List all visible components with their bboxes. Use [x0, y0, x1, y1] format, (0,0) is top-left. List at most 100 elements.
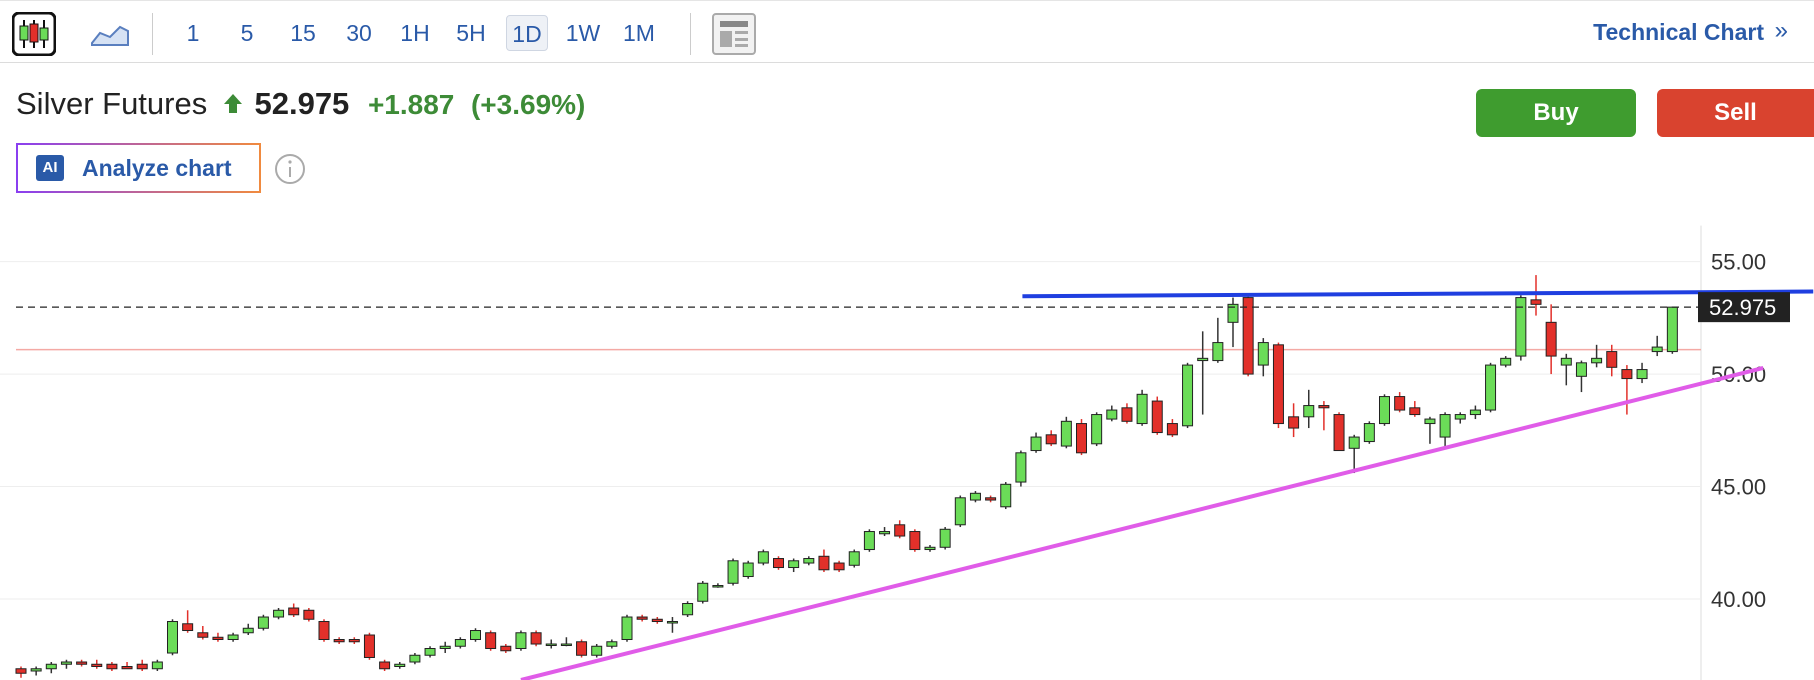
- candle-body: [636, 616, 648, 620]
- candle-body: [182, 623, 194, 632]
- candle-body: [1500, 357, 1512, 366]
- candle-body: [1636, 369, 1648, 380]
- candle-body: [1333, 414, 1345, 452]
- candles-icon[interactable]: [12, 12, 56, 56]
- candle-body: [545, 643, 557, 647]
- candle-body: [894, 524, 906, 537]
- candle-body: [136, 663, 148, 670]
- candle-body: [818, 555, 830, 571]
- candle-body: [15, 668, 27, 674]
- last-price-label: 52.975: [1709, 295, 1776, 320]
- candle-body: [1045, 434, 1057, 445]
- candle-body: [530, 632, 542, 645]
- candle-body: [621, 616, 633, 641]
- candle-body: [788, 560, 800, 569]
- candle-body: [1515, 297, 1527, 357]
- candle-body: [969, 492, 981, 501]
- candle-body: [106, 663, 118, 670]
- candle-body: [1212, 342, 1224, 362]
- candle-body: [454, 639, 466, 647]
- separator: [152, 13, 153, 55]
- price: 52.975: [254, 86, 350, 121]
- interval-button[interactable]: 1M: [623, 20, 655, 46]
- change-percent: (+3.69%): [470, 89, 586, 120]
- candle-body: [1409, 407, 1421, 416]
- candle-body: [773, 558, 784, 569]
- interval-button[interactable]: 5H: [456, 20, 486, 46]
- candle-body: [1560, 357, 1572, 366]
- interval-button[interactable]: 15: [290, 20, 316, 46]
- technical-chart-link[interactable]: Technical Chart: [1593, 19, 1764, 45]
- candle-body: [591, 645, 603, 656]
- last-price-badge: [1698, 292, 1790, 323]
- candle-body: [515, 632, 527, 650]
- candle-body: [1121, 407, 1133, 422]
- candle-body: [1363, 423, 1375, 443]
- candle-body: [651, 618, 663, 623]
- candle-body: [1424, 418, 1436, 425]
- interval-button[interactable]: 1D: [506, 15, 548, 51]
- candle-body: [1182, 364, 1194, 427]
- buy-button[interactable]: Buy: [1476, 89, 1636, 137]
- candle-body: [1257, 342, 1269, 366]
- candle-body: [363, 634, 375, 659]
- candle-body: [197, 632, 209, 638]
- candle-body: [91, 663, 103, 668]
- interval-button[interactable]: 1H: [400, 20, 430, 46]
- interval-button[interactable]: 5: [240, 20, 254, 46]
- candle-body: [1166, 423, 1178, 436]
- candle-body: [1575, 362, 1587, 377]
- candle-body: [1272, 344, 1284, 425]
- interval-button[interactable]: 30: [346, 20, 372, 46]
- candle-body: [939, 528, 951, 548]
- candle-body: [439, 645, 451, 650]
- candle-body: [409, 654, 421, 663]
- candle-body: [1621, 369, 1633, 380]
- separator: [690, 13, 691, 55]
- candle-body: [257, 616, 269, 629]
- toolbar: Technical Chart » 1 5 15 30 1H 5H 1D 1W 1M: [0, 0, 1814, 63]
- y-tick-label: 40.00: [1711, 587, 1766, 612]
- candle-body: [1439, 414, 1451, 438]
- candle-body: [348, 639, 360, 643]
- layout-icon[interactable]: [712, 13, 756, 55]
- candle-body: [924, 546, 936, 551]
- candle-body: [318, 621, 330, 641]
- interval-button[interactable]: 1: [186, 20, 200, 46]
- up-arrow: [223, 94, 242, 113]
- trendline: [1022, 289, 1814, 299]
- y-tick-label: 55.00: [1711, 250, 1766, 275]
- candle-body: [76, 661, 88, 665]
- candle-body: [1394, 396, 1406, 411]
- candle-body: [1000, 483, 1012, 508]
- link-icon[interactable]: »: [1774, 17, 1788, 44]
- candle-body: [227, 634, 239, 641]
- candle-body: [1469, 409, 1481, 416]
- trendline: [520, 366, 1764, 680]
- candle-body: [1288, 416, 1300, 429]
- sell-button[interactable]: Sell: [1657, 89, 1814, 137]
- candle-body: [954, 497, 966, 526]
- candle-body: [909, 531, 921, 551]
- candle-body: [1606, 351, 1618, 368]
- candle-body: [424, 648, 436, 656]
- candle-body: [273, 609, 285, 618]
- candle-body: [1197, 357, 1209, 362]
- candle-body: [1136, 393, 1148, 425]
- candle-body: [1318, 405, 1330, 409]
- candle-body: [121, 666, 133, 670]
- candle-body: [1666, 306, 1678, 353]
- interval-button[interactable]: 1W: [565, 20, 601, 46]
- candle-body: [1060, 420, 1072, 447]
- line-icon[interactable]: [90, 19, 130, 47]
- candle-body: [1076, 423, 1087, 454]
- analyze-button[interactable]: AI Analyze chart: [16, 143, 261, 193]
- candle-body: [1485, 364, 1497, 411]
- candle-body: [606, 641, 618, 647]
- candle-body: [863, 531, 875, 551]
- analyze-label: Analyze chart: [82, 155, 232, 181]
- info-icon[interactable]: [274, 153, 306, 185]
- candle-body: [242, 627, 254, 634]
- candle-body: [682, 603, 694, 616]
